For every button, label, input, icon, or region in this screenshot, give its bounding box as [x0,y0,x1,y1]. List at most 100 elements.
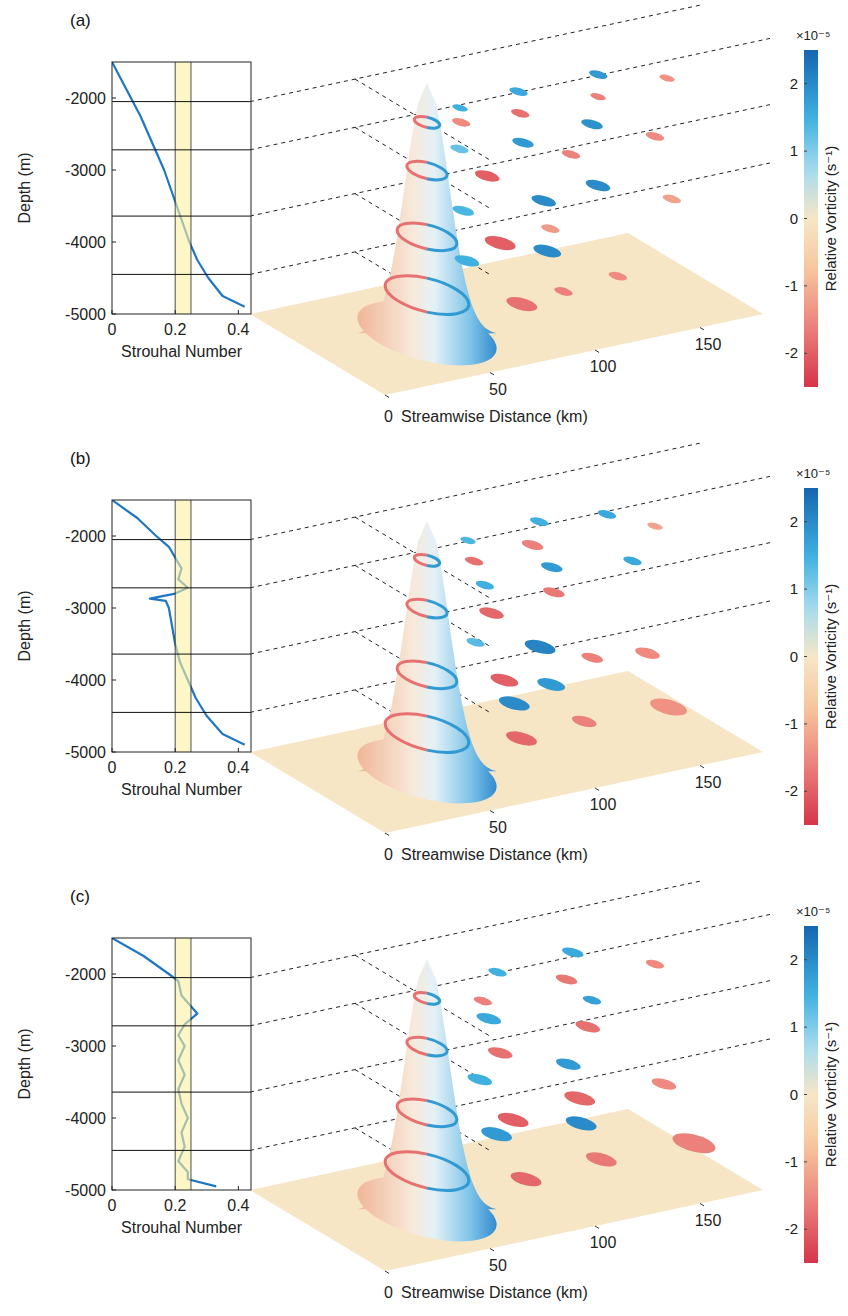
eddy [550,286,576,297]
eddy [642,959,668,970]
eddy [470,169,505,183]
slice-plane [387,547,674,631]
x-tick-label: 0.4 [227,321,249,338]
y-axis-title: Depth (m) [16,1028,33,1099]
x-tick [112,310,113,314]
slice-guide [250,981,770,1092]
y-tick-label: -5000 [65,1182,106,1199]
x-tick [175,748,176,752]
seamount-ring [368,272,469,313]
slice-depth-line [112,1025,251,1026]
y-tick [112,98,116,99]
colorbar-tick-label: 1 [790,142,798,159]
seamount-ring [407,600,456,620]
eddy [642,696,694,718]
slice-plane [376,169,698,265]
colorbar-tick [804,521,807,522]
slice-plane [392,936,668,1015]
y-tick [112,1046,116,1047]
slice-depth-line [112,1150,251,1151]
colorbar-tick [804,791,807,792]
eddy [619,555,645,566]
eddy [551,1057,586,1071]
band-edge [190,938,191,1190]
seamount-ring [385,658,457,688]
streamwise-title: Streamwise Distance (km) [401,408,588,425]
colorbar-title: Relative Vorticity (s⁻¹) [822,584,839,729]
y-tick [112,680,116,681]
slice-guide [250,443,701,540]
slice-guide [250,476,770,587]
colorbar-tick [804,656,807,657]
eddy [505,86,531,97]
strouhal-band [175,500,191,752]
eddy [500,730,544,748]
colorbar-tick [804,1027,807,1028]
eddy [570,1020,605,1034]
slice-depth-line [112,977,251,978]
seamount-ring [399,1036,448,1056]
slice-clip-group [430,499,666,568]
y-tick [112,974,116,975]
figure: 0Streamwise Distance (km)5010015000.20.4… [0,0,848,1316]
colorbar-multiplier: ×10⁻⁵ [796,904,830,919]
streamwise-title: Streamwise Distance (km) [401,846,588,863]
seamount-ring [409,115,440,128]
slice-clip-group [442,663,694,749]
y-tick [112,242,116,243]
band-edge [190,62,191,314]
seamount-ring [409,991,440,1004]
seamount-ring [385,276,486,317]
eddy [558,946,588,959]
streamwise-tick [700,1204,704,1206]
seamount-ring [409,553,440,566]
seamount-ring [368,1148,469,1189]
eddy [559,1114,603,1132]
slice-plane [358,234,644,329]
colorbar-tick [804,218,807,219]
seamount [357,521,496,772]
eddy [585,69,611,80]
slice-plane [398,60,683,137]
streamwise-tick [385,1271,389,1273]
y-tick-label: -4000 [65,234,106,251]
slice-plane [394,499,666,576]
eddy [507,108,533,119]
y-tick-label: -2000 [65,966,106,983]
streamwise-tick [385,833,389,835]
plot-area [112,500,245,752]
colorbar-tick [804,353,807,354]
y-axis-title: Depth (m) [16,152,33,223]
eddy [491,1111,534,1129]
colorbar-tick-label: -1 [785,715,798,732]
slice-clip-group [432,169,698,252]
seamount-ring [385,220,457,250]
y-tick-label: -5000 [65,306,106,323]
plot-area [112,938,216,1190]
slice-depth-line [112,216,251,217]
slice-plane [373,612,665,703]
y-tick [112,170,116,171]
seamount [357,83,496,334]
eddy [605,271,631,282]
slice-clip-group [441,1096,724,1191]
slice-depth-line [112,587,251,588]
seamount-ring [407,162,456,182]
eddy [551,973,581,986]
y-tick [112,608,116,609]
band-edge [175,938,176,1190]
colorbar-tick-label: 0 [790,210,798,227]
eddy [647,1077,682,1091]
slice-plane [389,109,675,192]
colorbar-tick-label: -2 [785,1220,798,1237]
slice-guide [250,38,770,149]
eddy [472,580,498,591]
colorbar-tick [804,959,807,960]
slice-clip-group [435,547,675,621]
slice-guide [250,543,770,654]
y-tick-label: -2000 [65,90,106,107]
slice-clip-group [434,612,665,690]
colorbar-tick [804,723,807,724]
x-tick [238,310,239,314]
y-tick [112,314,116,315]
